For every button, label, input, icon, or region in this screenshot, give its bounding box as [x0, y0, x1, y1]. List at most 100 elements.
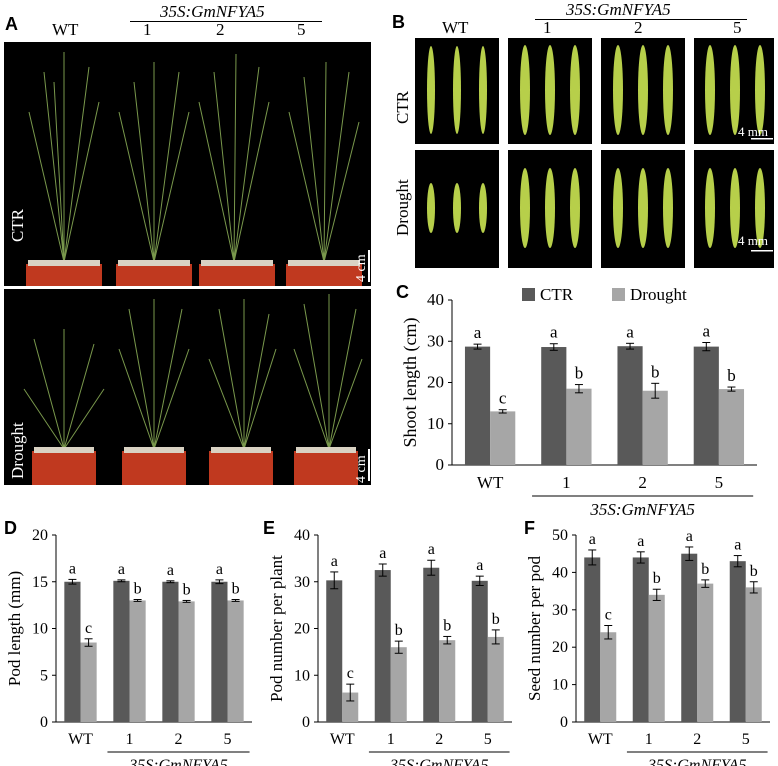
significance-letter: a — [474, 323, 482, 342]
significance-letter: a — [69, 560, 76, 577]
y-tick-label: 40 — [294, 527, 310, 544]
x-tick-label: 2 — [693, 731, 701, 748]
panel-a-photo-ctr: CTR 4 cm — [4, 42, 371, 286]
bar-ctr — [541, 347, 567, 465]
significance-letter: a — [626, 322, 634, 341]
legend-swatch-drought — [612, 288, 625, 301]
panel-a-ctr-scale-bar — [368, 250, 370, 282]
panel-a-ctr-plants — [26, 52, 362, 286]
bar-drought — [487, 636, 504, 722]
significance-letter: b — [395, 622, 403, 639]
x-tick-label: WT — [330, 731, 355, 748]
transgene-group-label: 35S:GmNFYA5 — [647, 757, 746, 766]
significance-letter: a — [216, 561, 223, 578]
y-tick-label: 20 — [294, 621, 310, 638]
legend-label-drought: Drought — [630, 285, 687, 304]
y-tick-label: 15 — [32, 574, 48, 591]
y-tick-label: 30 — [294, 574, 310, 591]
significance-letter: a — [379, 545, 386, 562]
bar-ctr — [693, 346, 719, 465]
x-tick-label: WT — [588, 731, 613, 748]
significance-letter: a — [167, 562, 174, 579]
transgene-group-label: 35S:GmNFYA5 — [589, 500, 695, 519]
panel-b-ctr-scale: 4 mm — [738, 124, 768, 139]
panel-b-genotype-1: 1 — [543, 18, 552, 37]
panel-a-drought-scale-bar — [368, 449, 370, 481]
legend-label-ctr: CTR — [540, 285, 574, 304]
panel-a-genotype-wt: WT — [52, 20, 79, 39]
x-tick-label: WT — [477, 473, 504, 492]
y-tick-label: 20 — [552, 639, 568, 656]
y-tick-label: 10 — [294, 667, 310, 684]
significance-letter: a — [589, 531, 596, 548]
bar-ctr — [632, 557, 649, 722]
chart-pod-number: 0 10 20 30 40 Pod number per plant a c WT a b 1 a b 2 a… — [267, 527, 512, 766]
x-tick-label: 2 — [435, 731, 443, 748]
y-tick-label: 5 — [40, 667, 48, 684]
panel-label-b: B — [392, 12, 405, 32]
bar-ctr — [729, 561, 746, 722]
y-tick-label: 10 — [427, 414, 444, 433]
panel-a-transgene-line — [130, 21, 322, 22]
panel-b-transgene-line — [535, 19, 747, 20]
bar-drought — [697, 583, 714, 722]
bar-drought — [745, 587, 762, 722]
x-tick-label: 1 — [126, 731, 134, 748]
significance-letter: b — [575, 364, 584, 383]
y-tick-label: 0 — [40, 714, 48, 731]
y-tick-label: 10 — [552, 677, 568, 694]
bar-drought — [490, 411, 516, 465]
panel-a-ctr-label: CTR — [8, 208, 27, 242]
significance-letter: b — [651, 362, 660, 381]
significance-letter: a — [734, 537, 741, 554]
bar-drought — [600, 632, 617, 722]
y-axis-label: Pod number per plant — [267, 555, 286, 702]
panel-label-e: E — [263, 518, 276, 538]
panel-b-genotype-wt: WT — [442, 18, 469, 37]
significance-letter: b — [750, 563, 758, 580]
panel-b-genotype-5: 5 — [733, 18, 742, 37]
panel-a-drought-label: Drought — [8, 422, 27, 479]
significance-letter: a — [550, 323, 558, 342]
panel-b-drought-scale: 4 mm — [738, 233, 768, 248]
panel-label-d: D — [4, 518, 17, 538]
bar-ctr — [471, 580, 488, 722]
x-tick-label: 2 — [638, 473, 647, 492]
bar-ctr — [162, 581, 179, 722]
x-tick-label: 1 — [562, 473, 571, 492]
bar-drought — [129, 600, 146, 722]
panel-b-ctr-label: CTR — [393, 90, 412, 124]
bar-ctr — [374, 570, 391, 722]
panel-a-photo-drought: Drought 4 cm — [4, 289, 371, 485]
bar-drought — [439, 640, 456, 722]
significance-letter: a — [637, 533, 644, 550]
significance-letter: b — [653, 570, 661, 587]
y-tick-label: 40 — [427, 290, 444, 309]
bar-ctr — [423, 567, 440, 722]
panel-b-transgene-label: 35S:GmNFYA5 — [566, 0, 671, 19]
significance-letter: a — [476, 557, 483, 574]
panel-b-genotype-2: 2 — [634, 18, 643, 37]
panel-a-genotype-1: 1 — [143, 20, 152, 39]
significance-letter: b — [727, 366, 736, 385]
y-tick-label: 0 — [302, 714, 310, 731]
panel-label-c: C — [396, 282, 409, 302]
y-axis-label: Seed number per pod — [525, 556, 544, 701]
bar-drought — [342, 692, 359, 722]
x-tick-label: 5 — [715, 473, 724, 492]
significance-letter: b — [492, 611, 500, 628]
panel-a-genotype-5: 5 — [297, 20, 306, 39]
panel-b-drought-label: Drought — [393, 179, 412, 236]
panel-a-genotype-2: 2 — [216, 20, 225, 39]
panel-a-transgene-label: 35S:GmNFYA5 — [160, 2, 265, 21]
significance-letter: c — [347, 665, 354, 682]
bar-drought — [642, 390, 668, 465]
bar-ctr — [464, 346, 491, 465]
chart-shoot-length: 0 10 20 30 40 Shoot length (cm) a c WT a b 1 a b 2 a b 5 3… — [400, 285, 757, 519]
y-tick-label: 50 — [552, 527, 568, 544]
bar-ctr — [617, 346, 643, 465]
x-tick-label: 5 — [224, 731, 232, 748]
x-tick-label: 2 — [175, 731, 183, 748]
